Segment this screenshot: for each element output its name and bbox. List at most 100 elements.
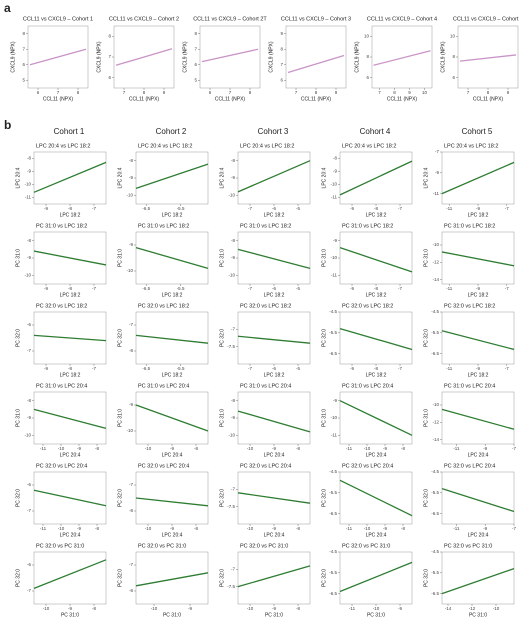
y-tick-label: -10 [126,428,133,433]
y-tick-label: -5.5 [329,570,337,575]
y-axis-label: PC 32:0 [219,569,225,587]
x-tick-label: 8 [143,90,146,95]
plot-area [441,231,515,285]
y-axis-label: PC 31:0 [423,249,429,267]
y-axis-label: PC 32:0 [423,329,429,347]
fit-line [373,50,431,66]
y-tick-label: -7 [231,567,235,572]
y-tick-label: -4.5 [431,549,439,554]
chart-title: PC 31:0 vs LPC 20:4 [36,383,87,389]
y-tick-label: 8 [194,31,197,36]
y-tick-label: -7.5 [227,504,235,509]
fit-line [135,163,209,190]
y-tick-label: -9 [27,415,31,420]
x-tick-label: -7 [248,286,252,291]
y-tick-label: -8 [231,398,235,403]
x-tick-label: -7 [248,206,252,211]
y-tick-label: -10 [432,242,439,247]
x-tick-label: -7 [398,206,402,211]
chart-title: CCL11 vs CXCL9 – Cohort 3 [281,16,351,22]
fit-line [441,161,515,195]
x-axis-label: CCL11 (NPX) [473,96,504,102]
x-tick-label: -6 [272,286,276,291]
x-tick-label: -8 [95,446,99,451]
x-axis-label: PC 31:0 [61,612,79,618]
chart-title: PC 32:0 vs LPC 20:4 [36,463,87,469]
x-tick-label: -9 [272,446,276,451]
y-tick-label: -5.5 [329,330,337,335]
y-tick-label: -5.5 [431,330,439,335]
fit-line [135,497,209,507]
x-axis-label: LPC 18:2 [60,212,81,218]
x-tick-label: -9 [272,526,276,531]
plot-area [33,391,107,445]
y-tick-label: -11 [331,195,338,200]
y-axis-label: PC 32:0 [117,489,123,507]
fit-line [339,479,413,517]
chart-title: PC 32:0 vs LPC 20:4 [138,463,189,469]
y-tick-label: 6 [366,75,369,80]
fit-line [135,404,209,432]
y-tick-label: 6 [194,62,197,67]
y-tick-label: -12 [432,260,439,265]
y-tick-label: -6 [27,322,31,327]
y-tick-label: -14 [432,437,439,442]
y-tick-label: -8 [333,156,337,161]
x-axis-label: LPC 20:4 [162,532,183,538]
panel-label: b [4,118,11,132]
x-tick-label: -9 [44,206,48,211]
y-axis-label: LPC 20:4 [219,167,225,188]
fit-line [33,250,107,266]
y-tick-label: -9 [231,175,235,180]
x-tick-label: -7 [505,206,509,211]
x-tick-label: -7 [512,446,516,451]
fit-line [237,492,311,504]
y-axis-label: PC 31:0 [117,249,123,267]
y-tick-label: -10 [228,193,235,198]
x-axis-label: PC 31:0 [469,612,487,618]
x-tick-label: -5.5 [177,366,185,371]
x-tick-label: -10 [247,606,254,611]
plot-area [441,311,515,365]
x-tick-label: -9 [68,606,72,611]
y-tick-label: -6 [27,562,31,567]
x-axis-label: LPC 18:2 [60,372,81,378]
plot-area [135,471,209,525]
x-tick-label: -8 [296,606,300,611]
fit-line [339,561,413,593]
y-axis-label: PC 32:0 [15,489,21,507]
x-tick-label: -7 [92,366,96,371]
x-tick-label: -10 [145,446,152,451]
x-tick-label: -9 [350,206,354,211]
y-tick-label: 9 [280,31,283,36]
y-tick-label: -10 [24,433,31,438]
chart-title: CCL11 vs CXCL9 – Cohort 1 [23,16,93,22]
y-tick-label: 10 [450,34,456,39]
y-tick-label: -9 [333,169,337,174]
y-axis-label: PC 31:0 [15,409,21,427]
y-axis-label: PC 32:0 [321,569,327,587]
y-tick-label: -8 [27,156,31,161]
chart-title: PC 31:0 vs LPC 18:2 [36,223,87,229]
x-tick-label: 7 [295,90,298,95]
y-axis-label: CXCL9 (NPX) [10,41,16,72]
x-tick-label: -11 [446,206,453,211]
fit-line [237,410,311,433]
x-tick-label: -8 [92,606,96,611]
y-tick-label: 7 [22,46,25,51]
y-tick-label: -7 [231,487,235,492]
x-axis-label: LPC 20:4 [468,532,489,538]
chart-title: PC 32:0 vs PC 31:0 [240,543,288,549]
fit-line [237,565,311,588]
plot-area [237,231,311,285]
plot-area [237,391,311,445]
y-tick-label: -4.5 [431,309,439,314]
fit-line [339,160,413,196]
y-axis-label: PC 31:0 [321,249,327,267]
plot-area [441,551,515,605]
fit-line [441,330,515,351]
chart-title: PC 31:0 vs LPC 18:2 [444,223,495,229]
x-tick-label: -5 [296,366,300,371]
chart-title: PC 32:0 vs LPC 18:2 [36,303,87,309]
x-tick-label: 7 [229,90,232,95]
